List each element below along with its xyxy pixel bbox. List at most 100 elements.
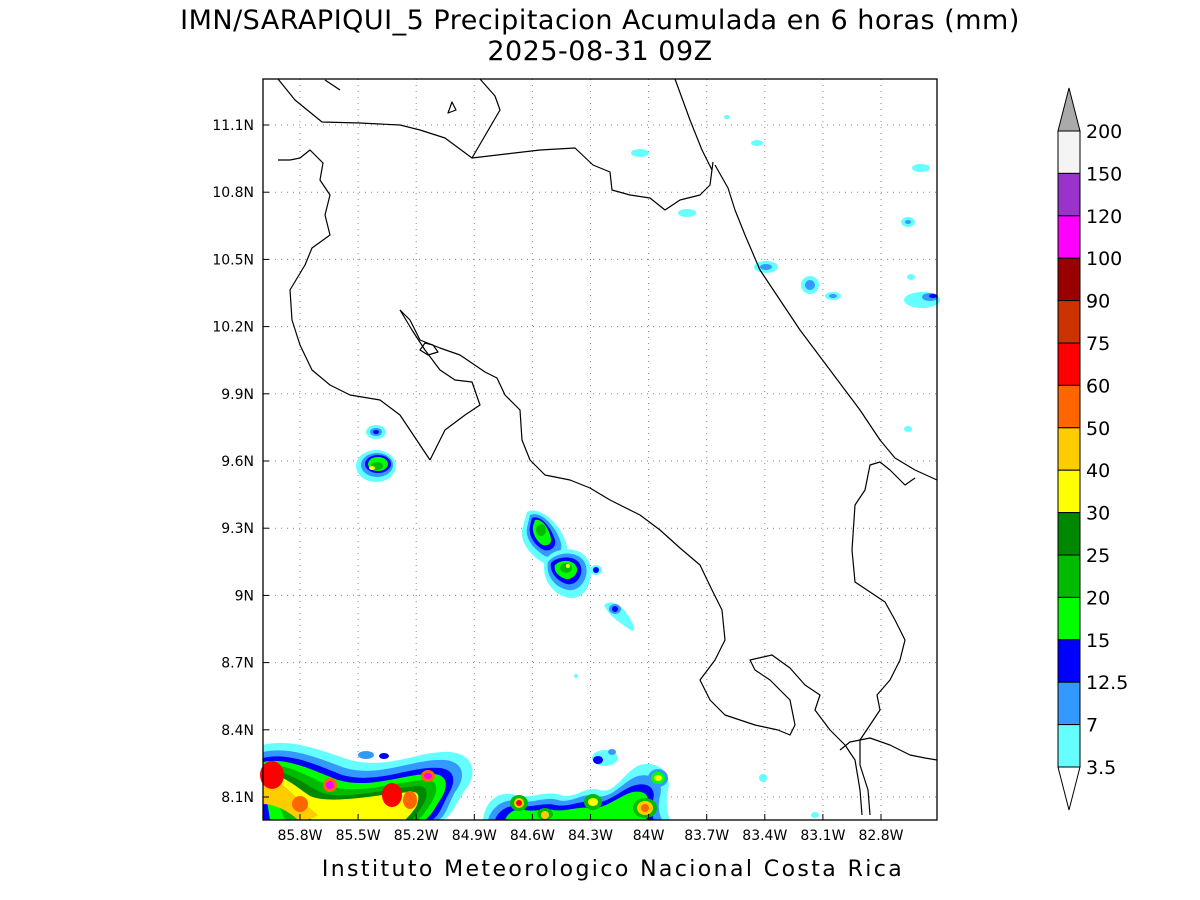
colorbar-legend: 200 150 120 100 90 75 60 50 40 30 25 20 15 12.5 7 3.5 (1057, 87, 1128, 811)
colorbar-label: 3.5 (1086, 757, 1116, 779)
islet (447, 101, 457, 114)
lat-tick-label: 9.6N (221, 454, 254, 470)
precip-cell (358, 751, 374, 759)
lat-tick-label: 9.9N (221, 387, 254, 403)
colorbar-swatch (1057, 639, 1081, 683)
precip-cell (905, 220, 911, 224)
lon-tick-label: 85.8W (277, 828, 322, 844)
colorbar-swatch (1057, 342, 1081, 386)
precip-cell (541, 811, 549, 819)
precip-cell (260, 761, 284, 789)
osa-border (851, 461, 916, 816)
precip-cell (751, 140, 763, 146)
colorbar-label: 25 (1086, 545, 1110, 567)
nicoya-gulf-coast (399, 309, 481, 461)
colorbar-swatch (1057, 554, 1081, 598)
precip-cell (369, 466, 375, 470)
colorbar-swatch (1057, 300, 1081, 344)
lon-tick-label: 85.2W (394, 828, 439, 844)
longitude-tick-labels: 85.8W 85.5W 85.2W 84.9W 84.6W 84.3W 84W 83.7W 83… (277, 814, 904, 844)
precip-cell (612, 606, 618, 612)
precip-cell (805, 280, 815, 290)
precip-cell (382, 783, 402, 807)
colorbar-label: 20 (1086, 587, 1110, 609)
colorbar-swatch (1057, 724, 1081, 768)
isla-chira (419, 342, 439, 356)
colorbar-swatch (1057, 215, 1081, 259)
colorbar-label: 30 (1086, 503, 1110, 525)
colorbar-label: 120 (1086, 206, 1122, 228)
precip-cell (373, 430, 379, 434)
lon-tick-label: 83.4W (742, 828, 787, 844)
colorbar-swatch (1057, 130, 1081, 174)
colorbar-swatch (1057, 427, 1081, 471)
colorbar-swatch (1057, 512, 1081, 556)
lon-tick-label: 83.7W (684, 828, 729, 844)
lat-tick-label: 10.5N (212, 252, 254, 268)
colorbar-label: 12.5 (1086, 672, 1128, 694)
gulf-inner-coast (399, 309, 863, 816)
precip-cell (811, 812, 819, 818)
precip-cell (516, 800, 522, 806)
lat-tick-label: 8.4N (221, 723, 254, 739)
precip-cell (904, 426, 912, 432)
lon-tick-label: 84.6W (510, 828, 555, 844)
colorbar-swatch (1057, 172, 1081, 217)
lon-tick-label: 84W (633, 828, 665, 844)
lat-tick-label: 10.2N (212, 320, 254, 336)
colorbar-label: 50 (1086, 418, 1110, 440)
map-background (263, 79, 937, 820)
latitude-tick-labels: 11.1N 10.8N 10.5N 10.2N 9.9N 9.6N 9.3N 9N 8.7N 8.… (212, 118, 269, 806)
precip-cell (560, 563, 572, 573)
colorbar-label: 7 (1086, 715, 1098, 737)
precip-cell (608, 749, 616, 755)
precip-cell (760, 264, 772, 270)
lon-tick-label: 82.8W (858, 828, 903, 844)
panama-coast (839, 737, 938, 761)
colorbar-label: 90 (1086, 291, 1110, 313)
precip-cell (593, 567, 599, 573)
precip-cell (912, 164, 930, 172)
precip-cell (759, 774, 767, 782)
bay-outline (324, 79, 341, 91)
precip-cell (929, 294, 937, 298)
map-title: IMN/SARAPIQUI_5 Precipitacion Acumulada … (180, 5, 1020, 36)
lat-tick-label: 9N (235, 588, 254, 604)
precip-cell (566, 564, 570, 568)
colorbar-label: 150 (1086, 163, 1122, 185)
lat-tick-label: 10.8N (212, 185, 254, 201)
nicaragua-lagoon-coast (674, 78, 713, 171)
pacific-coast-guanacaste (278, 149, 431, 461)
precip-cell (593, 756, 603, 764)
precip-cell (654, 775, 662, 781)
precip-cell (829, 294, 837, 298)
colorbar-top-arrow (1057, 87, 1081, 132)
north-border (471, 147, 714, 211)
precip-cell (631, 149, 649, 157)
nicaragua-border (277, 78, 501, 159)
colorbar-label: 75 (1086, 333, 1110, 355)
colorbar-bottom-arrow (1057, 766, 1081, 811)
lon-tick-label: 84.3W (568, 828, 613, 844)
colorbar-label: 15 (1086, 630, 1110, 652)
precipitation-field (260, 115, 940, 820)
precip-cell (574, 674, 578, 678)
colorbar-label: 40 (1086, 460, 1110, 482)
precip-cell (907, 274, 915, 280)
precip-cell (536, 524, 546, 536)
lon-tick-label: 83.1W (800, 828, 845, 844)
lon-tick-label: 84.9W (452, 828, 497, 844)
lon-tick-label: 85.5W (336, 828, 381, 844)
map-subtitle-date: 2025-08-31 09Z (487, 36, 712, 67)
lat-tick-label: 8.1N (221, 790, 254, 806)
colorbar-swatch (1057, 469, 1081, 514)
colorbar-swatch (1057, 257, 1081, 302)
map-frame (262, 78, 938, 821)
precip-cell (403, 791, 417, 809)
precip-cell (424, 773, 432, 779)
precip-cell (379, 753, 389, 759)
precip-cell (641, 804, 649, 812)
footer-credit: Instituto Meteorologico Nacional Costa R… (322, 857, 904, 882)
precip-cell (678, 209, 696, 217)
